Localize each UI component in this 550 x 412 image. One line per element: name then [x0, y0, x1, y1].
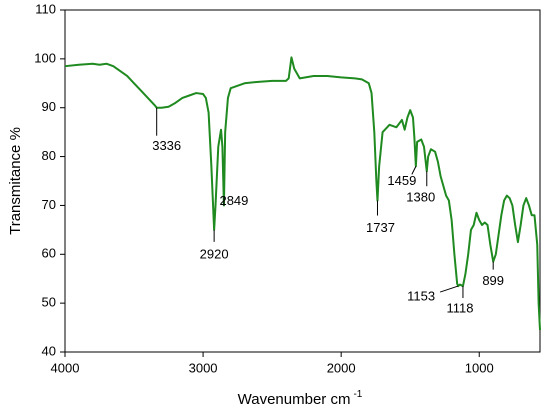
y-tick-label: 110: [35, 1, 56, 16]
y-tick-label: 80: [42, 148, 56, 163]
x-axis-label-superscript: -1: [353, 389, 362, 400]
x-tick-label: 4000: [51, 360, 80, 375]
x-axis-label: Wavenumber cm -1: [238, 389, 363, 408]
y-tick-label: 60: [42, 246, 56, 261]
annotation-label: 3336: [152, 138, 181, 153]
y-tick-label: 100: [34, 50, 56, 65]
y-tick-label: 90: [42, 99, 56, 114]
y-axis-label: Transmitance %: [7, 127, 24, 235]
x-tick-label: 3000: [189, 360, 218, 375]
annotation-leader: [411, 166, 417, 175]
annotation-label: 1153: [407, 288, 435, 303]
annotation-label: 1459: [387, 173, 416, 188]
annotation-label: 1118: [446, 300, 473, 315]
y-tick-label: 70: [42, 197, 56, 212]
annotation-label: 1737: [366, 220, 395, 235]
spectrum-line: [64, 56, 541, 331]
annotation-label: 899: [482, 273, 504, 288]
x-tick-label: 2000: [327, 360, 356, 375]
annotation-label: 2849: [219, 193, 248, 208]
annotation-leader: [439, 285, 459, 293]
y-tick-label: 40: [42, 343, 56, 358]
y-tick-label: 50: [42, 295, 56, 310]
annotation-label: 2920: [200, 246, 229, 261]
annotation-label: 1380: [406, 190, 435, 205]
x-tick-label: 1000: [465, 360, 494, 375]
x-axis-label-text: Wavenumber cm: [238, 391, 351, 408]
plot-frame: [64, 9, 541, 353]
